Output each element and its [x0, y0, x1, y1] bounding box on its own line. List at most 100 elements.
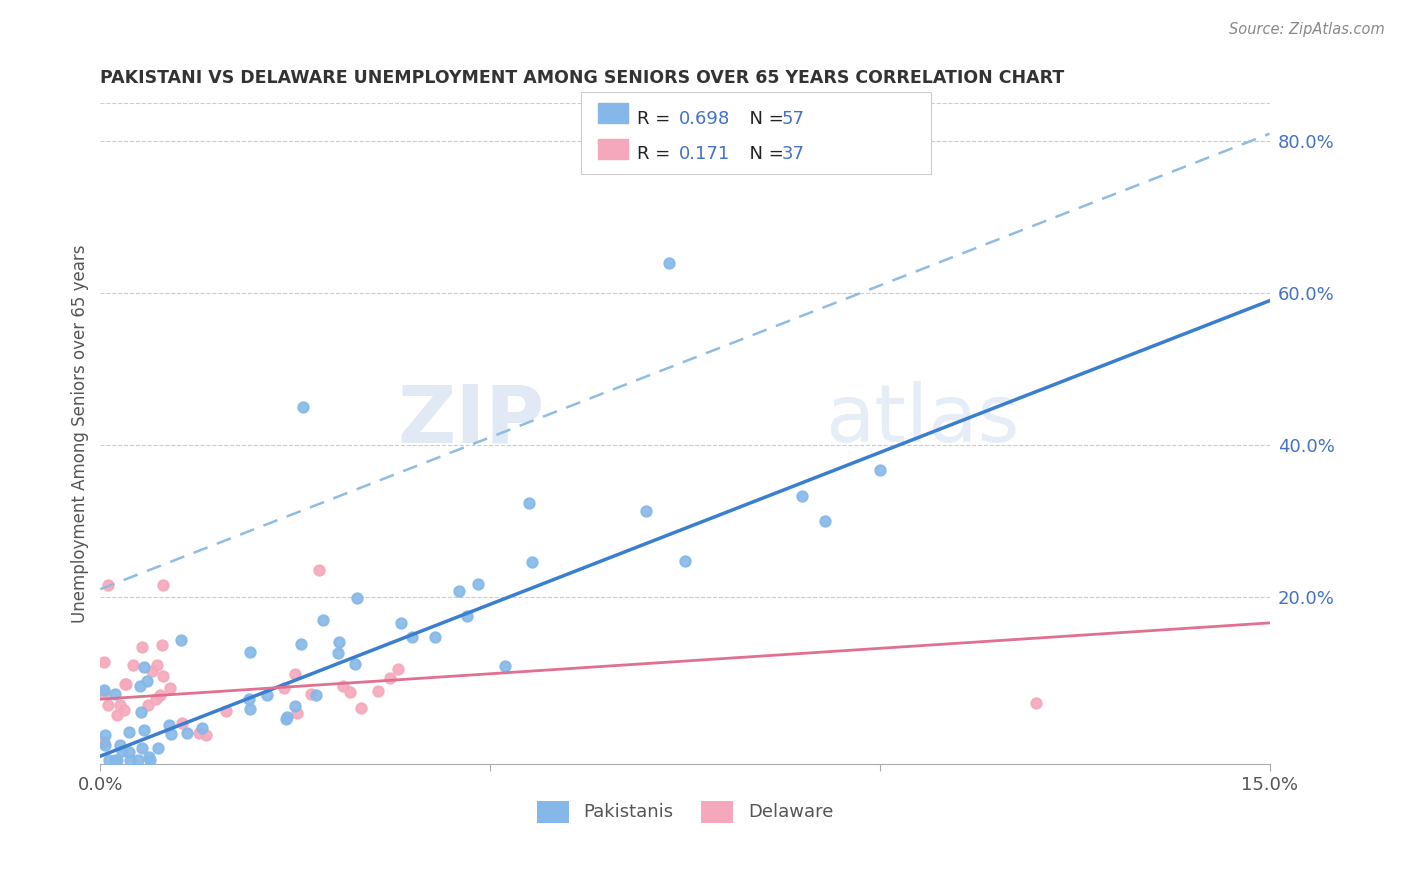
Text: atlas: atlas — [825, 381, 1019, 459]
Point — [93, 655, 115, 669]
Point — [328, 646, 350, 660]
Point — [152, 638, 174, 652]
Point — [273, 681, 295, 695]
Point — [93, 735, 115, 749]
Point — [160, 726, 183, 740]
Point — [108, 738, 131, 752]
Point — [290, 637, 312, 651]
Point — [494, 659, 516, 673]
Point — [350, 701, 373, 715]
Point — [467, 577, 489, 591]
Legend: Pakistanis, Delaware: Pakistanis, Delaware — [530, 793, 841, 830]
Point — [274, 712, 297, 726]
Point — [157, 718, 180, 732]
Point — [520, 556, 543, 570]
Text: 37: 37 — [782, 145, 804, 163]
Point — [118, 745, 141, 759]
Point — [308, 563, 330, 577]
Point — [391, 616, 413, 631]
Point — [93, 683, 115, 698]
Point — [284, 698, 307, 713]
Point — [114, 677, 136, 691]
Point — [332, 679, 354, 693]
Point — [98, 753, 121, 767]
Point — [328, 635, 350, 649]
Text: Source: ZipAtlas.com: Source: ZipAtlas.com — [1229, 22, 1385, 37]
Point — [658, 256, 681, 270]
Point — [814, 514, 837, 528]
Point — [120, 753, 142, 767]
Point — [139, 753, 162, 767]
Point — [299, 687, 322, 701]
Point — [93, 686, 115, 700]
Text: 0.698: 0.698 — [679, 110, 730, 128]
Point — [122, 658, 145, 673]
Point — [256, 688, 278, 702]
Point — [238, 691, 260, 706]
Point — [138, 750, 160, 764]
Point — [387, 662, 409, 676]
Point — [517, 496, 540, 510]
Point — [159, 681, 181, 696]
Point — [146, 741, 169, 756]
Point — [104, 686, 127, 700]
Point — [343, 657, 366, 672]
Point — [239, 702, 262, 716]
Point — [169, 632, 191, 647]
Point — [129, 706, 152, 720]
Point — [131, 640, 153, 655]
Point — [401, 630, 423, 644]
Point — [127, 753, 149, 767]
Text: N =: N = — [738, 110, 790, 128]
Point — [195, 728, 218, 742]
Point — [346, 591, 368, 605]
Point — [285, 706, 308, 720]
Point — [141, 664, 163, 678]
Point — [239, 645, 262, 659]
Point — [145, 692, 167, 706]
Point — [152, 578, 174, 592]
Point — [423, 631, 446, 645]
Point — [292, 400, 315, 414]
Point — [367, 684, 389, 698]
Point — [105, 753, 128, 767]
Text: N =: N = — [738, 145, 790, 163]
Point — [93, 728, 115, 742]
Point — [634, 503, 657, 517]
Point — [170, 715, 193, 730]
Text: R =: R = — [637, 145, 682, 163]
Text: 57: 57 — [782, 110, 804, 128]
Point — [311, 613, 333, 627]
Text: 0.171: 0.171 — [679, 145, 730, 163]
Point — [146, 658, 169, 673]
Point — [128, 679, 150, 693]
Point — [790, 489, 813, 503]
Point — [276, 710, 298, 724]
Point — [191, 722, 214, 736]
Point — [673, 554, 696, 568]
Point — [132, 723, 155, 737]
Text: R =: R = — [637, 110, 676, 128]
Point — [869, 463, 891, 477]
Point — [284, 667, 307, 681]
Point — [305, 688, 328, 702]
Text: PAKISTANI VS DELAWARE UNEMPLOYMENT AMONG SENIORS OVER 65 YEARS CORRELATION CHART: PAKISTANI VS DELAWARE UNEMPLOYMENT AMONG… — [100, 69, 1064, 87]
Point — [378, 671, 401, 685]
Point — [456, 609, 478, 624]
Y-axis label: Unemployment Among Seniors over 65 years: Unemployment Among Seniors over 65 years — [72, 244, 89, 623]
Point — [104, 753, 127, 767]
Point — [94, 739, 117, 753]
Point — [135, 674, 157, 689]
Point — [110, 744, 132, 758]
Point — [97, 578, 120, 592]
Point — [447, 584, 470, 599]
Point — [108, 698, 131, 713]
Text: ZIP: ZIP — [398, 381, 544, 459]
Point — [152, 669, 174, 683]
Point — [215, 704, 238, 718]
Point — [105, 707, 128, 722]
Point — [149, 689, 172, 703]
Point — [114, 677, 136, 691]
Point — [112, 703, 135, 717]
Point — [1025, 696, 1047, 710]
